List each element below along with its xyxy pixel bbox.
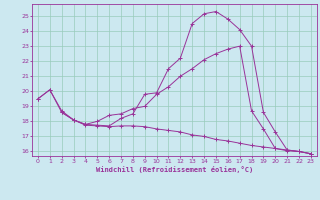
- X-axis label: Windchill (Refroidissement éolien,°C): Windchill (Refroidissement éolien,°C): [96, 166, 253, 173]
